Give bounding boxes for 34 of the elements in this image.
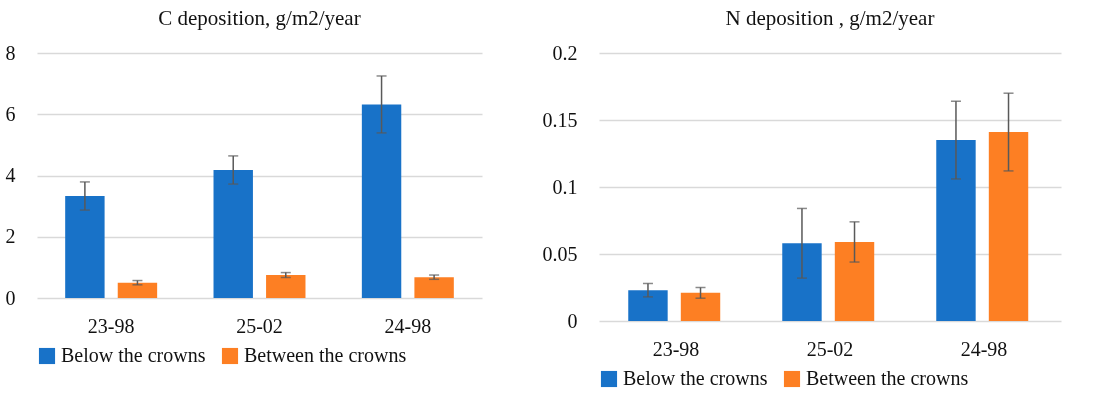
legend-label: Below the crowns	[61, 344, 206, 366]
chart-title: N deposition , g/m2/year	[725, 6, 935, 30]
bar	[988, 132, 1029, 321]
bar	[65, 196, 105, 298]
bar	[361, 104, 402, 298]
bar	[680, 292, 721, 321]
bar	[117, 282, 158, 298]
y-tick-label: 2	[5, 225, 16, 248]
bar	[213, 169, 253, 298]
y-tick-label: 0	[567, 309, 578, 332]
bar	[782, 243, 822, 321]
bar	[834, 241, 875, 321]
bar	[628, 290, 668, 321]
x-tick-label: 24-98	[384, 314, 432, 337]
x-tick-label: 25-02	[236, 314, 283, 337]
y-tick-label: 0.1	[552, 175, 578, 198]
x-tick-label: 23-98	[87, 314, 135, 337]
x-tick-label: 25-02	[806, 337, 854, 360]
legend-label: Between the crowns	[806, 367, 969, 389]
x-tick-label: 24-98	[960, 337, 1008, 360]
legend-label: Below the crowns	[623, 367, 768, 389]
y-tick-label: 6	[5, 102, 16, 125]
y-tick-label: 0.15	[542, 108, 578, 131]
x-tick-label: 23-98	[652, 337, 700, 360]
y-tick-label: 0.2	[552, 41, 578, 64]
y-tick-label: 8	[5, 41, 16, 64]
bar	[266, 275, 306, 298]
y-tick-label: 0	[5, 286, 16, 309]
y-tick-label: 4	[5, 164, 16, 186]
bar	[936, 140, 976, 321]
legend-label: Between the crowns	[244, 344, 407, 366]
y-tick-label: 0.05	[542, 242, 578, 265]
bar	[414, 277, 454, 298]
chart-title: C deposition, g/m2/year	[158, 6, 361, 30]
